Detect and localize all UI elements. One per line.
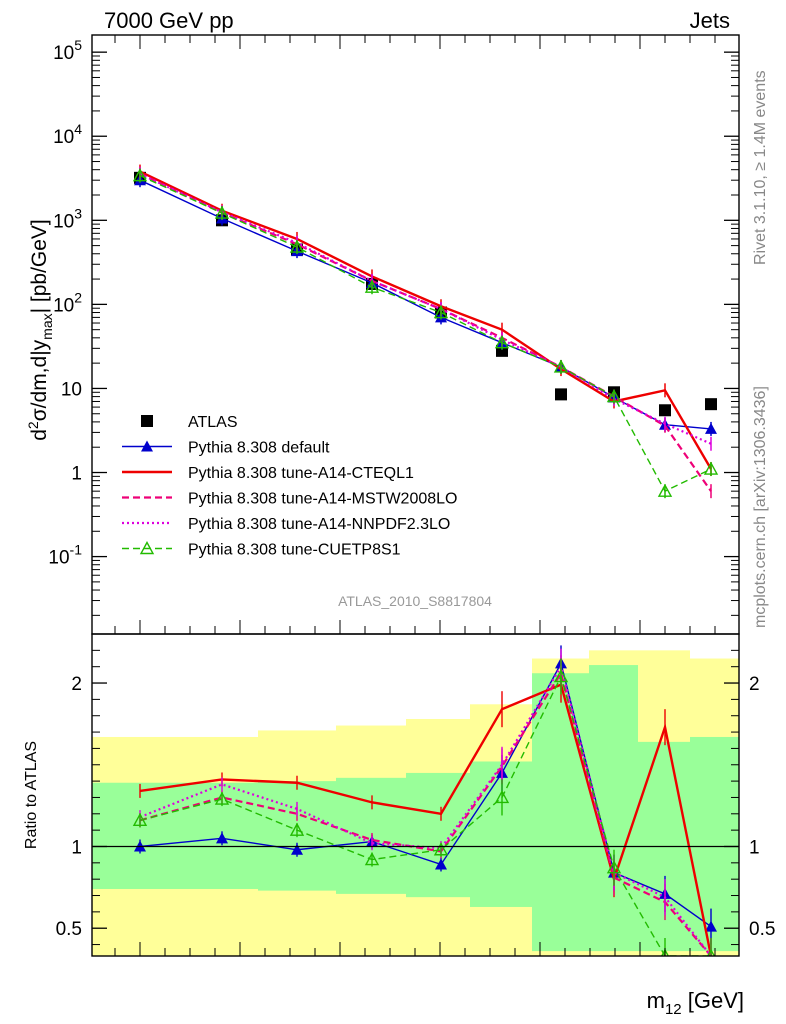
data-point [132, 168, 148, 182]
main-series [132, 164, 719, 499]
data-point [216, 832, 228, 844]
y-tick-label: 104 [53, 121, 82, 148]
data-point [705, 920, 717, 932]
ratio-series-line [139, 683, 713, 956]
analysis-id: ATLAS_2010_S8817804 [338, 593, 492, 609]
legend-label: Pythia 8.308 default [188, 440, 330, 457]
data-point [606, 389, 622, 403]
ratio-frame [91, 633, 740, 957]
header-left: 7000 GeV pp [104, 8, 234, 33]
legend-entry: Pythia 8.308 tune-A14-CTEQL1 [122, 465, 414, 482]
ratio-series-line [139, 674, 711, 956]
y-tick-label: 1 [71, 464, 82, 485]
data-point [553, 669, 569, 683]
header-right: Jets [690, 8, 730, 33]
data-point [433, 305, 449, 319]
legend-entry: Pythia 8.308 tune-A14-MSTW2008LO [122, 491, 457, 508]
legend-label: ATLAS [188, 414, 238, 431]
series-line [139, 173, 712, 445]
data-point [606, 860, 622, 874]
legend-entry: Pythia 8.308 default [122, 440, 330, 457]
ratio-series-pythia-8-308-tune-cuetp8s1 [132, 658, 716, 956]
ratio-tick-label-right: 1 [749, 837, 760, 858]
data-point [141, 415, 153, 427]
green-band-bin [690, 736, 739, 952]
ratio-tick-label: 0.5 [56, 919, 82, 940]
y-tick-label: 10-1 [48, 542, 82, 569]
axis-ticks [92, 35, 739, 956]
data-point [132, 812, 148, 827]
legend-label: Pythia 8.308 tune-A14-NNPDF2.3LO [188, 516, 450, 533]
ratio-series-line [139, 670, 712, 956]
data-point [659, 404, 671, 417]
y-tick-label: 103 [53, 205, 82, 232]
legend-entry: Pythia 8.308 tune-CUETP8S1 [122, 541, 401, 559]
green-band-bin [532, 673, 589, 952]
series-line [139, 170, 713, 470]
green-band-bin [470, 761, 532, 907]
legend-label: Pythia 8.308 tune-A14-MSTW2008LO [188, 491, 457, 508]
data-point [494, 335, 510, 349]
ratio-series [132, 645, 717, 956]
data-point [553, 359, 569, 373]
series-line [139, 174, 712, 493]
legend: ATLAS Pythia 8.308 default Pythia 8.308 tu… [122, 414, 457, 559]
ratio-series-line [139, 661, 712, 928]
legend-label: Pythia 8.308 tune-A14-CTEQL1 [188, 465, 414, 482]
data-point [214, 205, 230, 219]
series-pythia-8-308-tune-cuetp8s1 [132, 168, 719, 499]
y-tick-label: 105 [53, 37, 82, 64]
ratio-tick-label-right: 2 [749, 674, 760, 695]
main-y-axis-label: d2σ/dm,d|ymax| [pb/GeV] [25, 219, 55, 441]
ratio-tick-label: 1 [71, 837, 82, 858]
data-point [657, 483, 673, 497]
ratio-y-axis-label: Ratio to ATLAS [23, 741, 40, 849]
data-point [435, 858, 447, 870]
data-point [703, 461, 719, 475]
data-point [364, 852, 380, 866]
data-point [291, 843, 303, 855]
x-axis-label: m12 [GeV] [647, 988, 744, 1018]
legend-entry: Pythia 8.308 tune-A14-NNPDF2.3LO [122, 516, 450, 533]
ratio-series-line [139, 663, 712, 956]
data-point [555, 388, 567, 401]
rivet-version-label: Rivet 3.1.10, ≥ 1.4M events [752, 70, 769, 265]
data-point [705, 422, 717, 434]
series-line [139, 172, 712, 492]
mcplots-label: mcplots.cern.ch [arXiv:1306.3436] [752, 386, 769, 628]
data-point [214, 791, 230, 805]
data-point [433, 842, 449, 856]
green-band-bin [406, 772, 470, 898]
data-point [705, 398, 717, 411]
legend-entry: ATLAS [141, 414, 238, 431]
green-band-bin [92, 782, 180, 889]
data-point [364, 279, 380, 293]
data-point [289, 822, 305, 836]
data-point [139, 541, 155, 555]
y-tick-label: 102 [53, 289, 82, 316]
data-point [494, 789, 510, 804]
ratio-tick-label-right: 0.5 [749, 919, 775, 940]
legend-label: Pythia 8.308 tune-CUETP8S1 [188, 542, 401, 559]
y-tick-label: 10 [61, 379, 82, 400]
ratio-uncertainty-bands [92, 650, 739, 956]
data-point [141, 440, 153, 452]
data-point [289, 239, 305, 253]
ratio-tick-label: 2 [71, 674, 82, 695]
